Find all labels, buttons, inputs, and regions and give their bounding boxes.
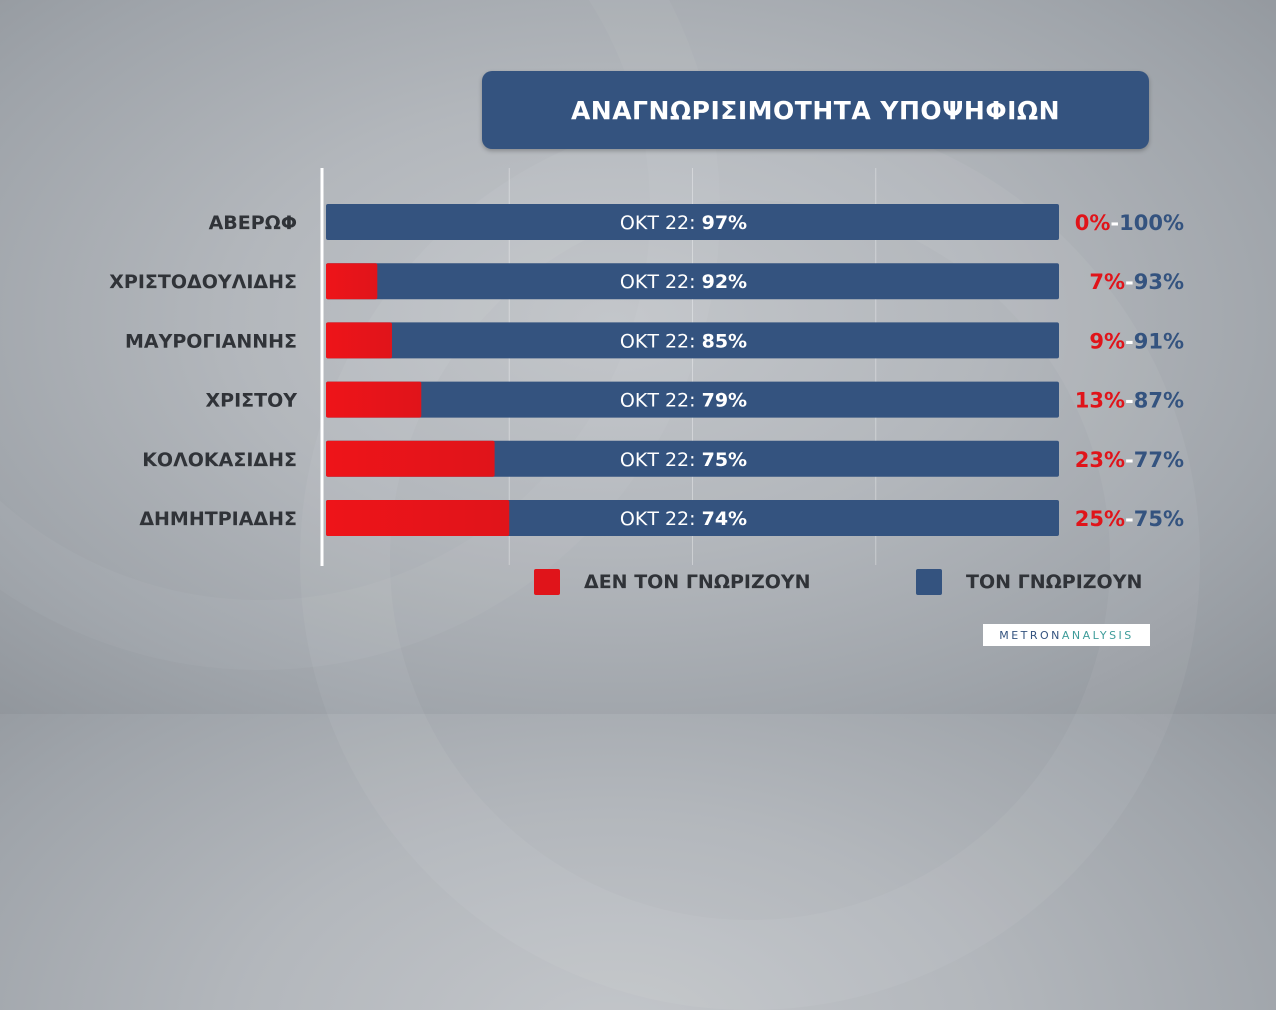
bar-previous-value: 85% — [702, 330, 747, 352]
bar-previous-label: ΟΚΤ 22: 97% — [620, 212, 747, 234]
value-known: 87% — [1134, 389, 1184, 413]
bar-previous-prefix: ΟΚΤ 22: — [620, 508, 702, 530]
brand-logo-part2: ANALYSIS — [1061, 628, 1134, 642]
bar-unknown — [326, 381, 422, 418]
value-separator: - — [1110, 211, 1119, 235]
bar-previous-prefix: ΟΚΤ 22: — [620, 390, 702, 412]
category-label: ΜΑΥΡΟΓΙΑΝΝΗΣ — [125, 330, 297, 352]
bar-value-label: 9%-91% — [1089, 329, 1184, 353]
value-known: 100% — [1119, 211, 1184, 235]
category-label: ΚΟΛΟΚΑΣΙΔΗΣ — [142, 449, 297, 471]
value-known: 91% — [1134, 329, 1184, 353]
value-unknown: 0% — [1075, 211, 1111, 235]
bar-previous-label: ΟΚΤ 22: 74% — [620, 508, 747, 530]
bar-known — [326, 204, 1059, 240]
value-separator: - — [1125, 329, 1134, 353]
bar-known — [326, 440, 1059, 477]
value-unknown: 13% — [1075, 389, 1125, 413]
category-label: ΧΡΙΣΤΟΔΟΥΛΙΔΗΣ — [109, 271, 297, 293]
bar-value-label: 7%-93% — [1089, 270, 1184, 294]
bar-previous-label: ΟΚΤ 22: 75% — [620, 449, 747, 471]
bar-previous-label: ΟΚΤ 22: 92% — [620, 271, 747, 293]
chart-title: ΑΝΑΓΝΩΡΙΣΙΜΟΤΗΤΑ ΥΠΟΨΗΦΙΩΝ — [570, 95, 1061, 125]
value-separator: - — [1125, 389, 1134, 413]
bar-previous-value: 92% — [702, 271, 747, 293]
brand-logo: METRON ANALYSIS — [983, 624, 1150, 646]
value-separator: - — [1125, 448, 1134, 472]
legend-label-known: ΤΟΝ ΓΝΩΡΙΖΟΥΝ — [966, 571, 1143, 593]
bar-previous-value: 74% — [702, 508, 747, 530]
value-known: 75% — [1134, 507, 1184, 531]
bar-previous-label: ΟΚΤ 22: 85% — [620, 330, 747, 352]
bar-value-label: 13%-87% — [1075, 389, 1184, 413]
bar-unknown — [326, 322, 392, 359]
value-known: 93% — [1134, 270, 1184, 294]
legend-unknown: ΔΕΝ ΤΟΝ ΓΝΩΡΙΖΟΥΝ — [534, 569, 811, 595]
bar-previous-value: 97% — [702, 212, 747, 234]
bar-unknown — [326, 500, 510, 536]
legend-known: ΤΟΝ ΓΝΩΡΙΖΟΥΝ — [916, 569, 1142, 595]
category-label: ΑΒΕΡΩΦ — [209, 212, 297, 234]
value-separator: - — [1125, 507, 1134, 531]
chart-title-box: ΑΝΑΓΝΩΡΙΣΙΜΟΤΗΤΑ ΥΠΟΨΗΦΙΩΝ — [482, 71, 1149, 149]
value-separator: - — [1125, 270, 1134, 294]
legend-swatch-known — [916, 569, 942, 595]
legend-swatch-unknown — [534, 569, 560, 595]
bar-previous-value: 79% — [702, 390, 747, 412]
brand-logo-part1: METRON — [999, 628, 1062, 642]
bar-unknown — [326, 440, 495, 477]
value-known: 77% — [1134, 448, 1184, 472]
bar-previous-prefix: ΟΚΤ 22: — [620, 449, 702, 471]
bar-previous-prefix: ΟΚΤ 22: — [620, 212, 702, 234]
bar-previous-prefix: ΟΚΤ 22: — [620, 271, 702, 293]
bar-known — [326, 381, 1059, 418]
bar-known — [326, 322, 1059, 359]
bar-previous-value: 75% — [702, 449, 747, 471]
bar-known — [326, 263, 1059, 300]
value-unknown: 23% — [1075, 448, 1125, 472]
bar-previous-label: ΟΚΤ 22: 79% — [620, 390, 747, 412]
bar-value-label: 23%-77% — [1075, 448, 1184, 472]
value-unknown: 25% — [1075, 507, 1125, 531]
value-unknown: 7% — [1089, 270, 1125, 294]
value-unknown: 9% — [1089, 329, 1125, 353]
category-label: ΧΡΙΣΤΟΥ — [206, 390, 298, 412]
bar-value-label: 0%-100% — [1075, 211, 1184, 235]
bar-previous-prefix: ΟΚΤ 22: — [620, 330, 702, 352]
bar-unknown — [326, 263, 378, 300]
chart-canvas: ΑΒΕΡΩΦ ΟΚΤ 22: 97% 0%-100%ΧΡΙΣΤΟΔΟΥΛΙΔΗΣ ΟΚ… — [109, 204, 1184, 536]
bar-value-label: 25%-75% — [1075, 507, 1184, 531]
legend-label-unknown: ΔΕΝ ΤΟΝ ΓΝΩΡΙΖΟΥΝ — [584, 571, 811, 593]
category-label: ΔΗΜΗΤΡΙΑΔΗΣ — [139, 508, 297, 530]
